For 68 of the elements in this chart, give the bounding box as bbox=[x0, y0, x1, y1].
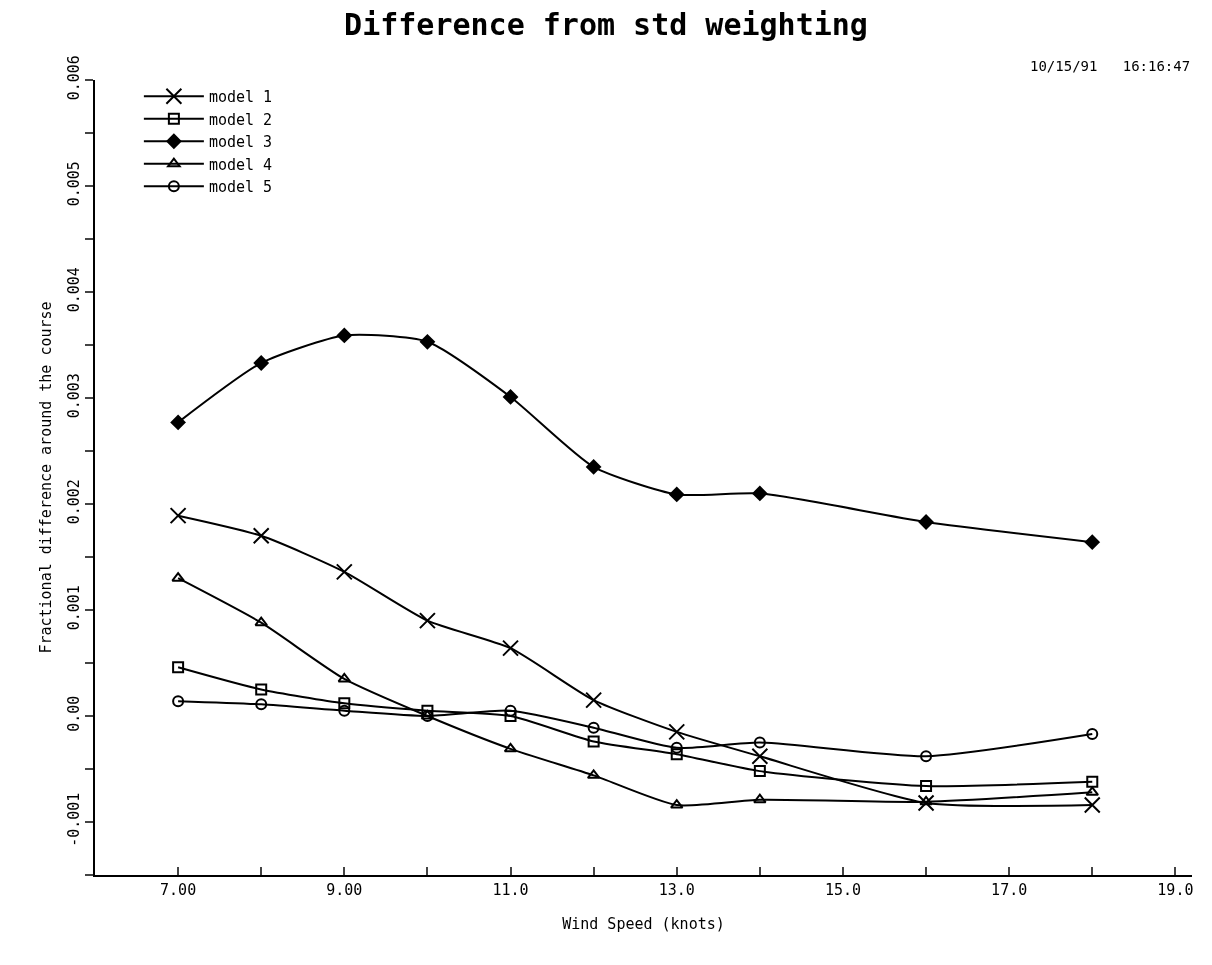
point bbox=[252, 527, 270, 545]
point bbox=[254, 616, 268, 627]
point bbox=[587, 735, 600, 748]
point bbox=[587, 721, 600, 734]
y-tick-label: 0.006 bbox=[65, 55, 83, 101]
point bbox=[504, 710, 517, 722]
point bbox=[255, 683, 268, 696]
point bbox=[1086, 728, 1099, 741]
point bbox=[338, 697, 351, 710]
y-tick-label: -0.001 bbox=[65, 792, 83, 847]
point bbox=[917, 794, 935, 812]
point bbox=[753, 793, 767, 804]
point bbox=[751, 747, 769, 765]
point bbox=[670, 741, 683, 754]
point bbox=[172, 695, 185, 708]
text: 10/15/91 16:16:47 bbox=[1030, 58, 1191, 74]
legend-label: model 2 bbox=[208, 110, 273, 129]
y-axis-title: Fractional difference around the course bbox=[36, 301, 55, 654]
point bbox=[335, 563, 353, 581]
legend-label: model 5 bbox=[208, 178, 273, 197]
legend-label: model 3 bbox=[208, 133, 273, 152]
point bbox=[504, 704, 517, 717]
y-tick-label: 0.005 bbox=[65, 161, 83, 207]
point bbox=[170, 414, 186, 430]
y-tick-label: 0.001 bbox=[65, 585, 83, 631]
point bbox=[920, 750, 933, 763]
point bbox=[586, 459, 602, 475]
x-tick-label: 17.0 bbox=[991, 881, 1028, 899]
point bbox=[1084, 534, 1100, 550]
point bbox=[255, 698, 268, 711]
point bbox=[503, 742, 518, 753]
point bbox=[918, 514, 934, 530]
y-tick-label: 0.00 bbox=[65, 695, 83, 732]
point bbox=[585, 691, 603, 709]
y-tick-label: 0.002 bbox=[65, 479, 83, 525]
legend-label: model 4 bbox=[208, 155, 273, 174]
point bbox=[503, 389, 519, 405]
point bbox=[338, 704, 351, 717]
point bbox=[419, 334, 435, 350]
point bbox=[253, 355, 269, 371]
point bbox=[669, 486, 685, 502]
point bbox=[753, 736, 766, 749]
point bbox=[920, 779, 933, 792]
y-tick-label: 0.003 bbox=[65, 373, 83, 419]
chart-title: Difference from std weighting bbox=[344, 7, 868, 43]
point bbox=[919, 795, 933, 806]
point bbox=[668, 723, 686, 741]
point bbox=[753, 765, 766, 778]
y-tick-label: 0.004 bbox=[65, 267, 83, 313]
x-tick-label: 9.00 bbox=[326, 881, 363, 899]
x-tick-label: 15.0 bbox=[824, 881, 862, 899]
point bbox=[502, 639, 520, 657]
point bbox=[752, 485, 768, 501]
x-tick-label: 19.0 bbox=[1157, 881, 1194, 899]
x-tick-label: 7.00 bbox=[160, 881, 197, 899]
point bbox=[1083, 796, 1101, 814]
point bbox=[171, 572, 185, 582]
x-tick-label: 11.0 bbox=[492, 881, 529, 899]
point bbox=[337, 672, 352, 683]
x-axis-title: Wind Speed (knots) bbox=[562, 914, 725, 933]
point bbox=[336, 327, 352, 343]
legend-label: model 1 bbox=[208, 88, 273, 107]
x-tick-label: 13.0 bbox=[658, 881, 695, 899]
point bbox=[670, 748, 683, 761]
point bbox=[418, 612, 436, 630]
point bbox=[1086, 775, 1099, 788]
point bbox=[172, 661, 185, 674]
point bbox=[169, 507, 187, 525]
